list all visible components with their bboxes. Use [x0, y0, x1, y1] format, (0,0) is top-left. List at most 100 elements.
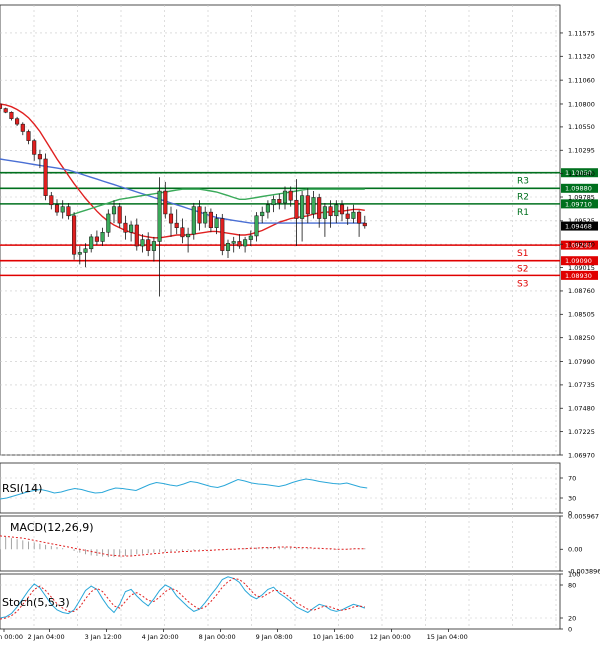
- macd-panel: 0.005967 0.00 -0.003896: [0, 512, 600, 575]
- candle-body: [362, 222, 367, 227]
- level-price-label: 1.09880: [565, 185, 592, 193]
- panel-border: [0, 573, 561, 630]
- time-tick-label: 8 Jan 00:00: [199, 633, 236, 641]
- candle-body: [351, 211, 356, 219]
- candle-body: [191, 206, 196, 235]
- candle-body: [328, 206, 333, 217]
- candle-body: [123, 222, 128, 233]
- stoch-main-line: [0, 576, 365, 619]
- candle-body: [208, 211, 213, 228]
- rsi-tick-label: 0: [568, 509, 572, 517]
- stoch-tick-label: 0: [568, 625, 572, 633]
- candle-body: [265, 204, 270, 213]
- candle-body: [117, 206, 122, 224]
- candle-body: [282, 190, 288, 204]
- current-price-tag: [561, 221, 598, 231]
- candle-body: [66, 206, 71, 217]
- price-axis: 1.11575 1.11320 1.11060 1.10800 1.10550 1.102…: [560, 29, 595, 459]
- candle-body: [300, 195, 305, 219]
- candle-body: [311, 197, 316, 215]
- price-tick-label: 1.08250: [568, 334, 595, 342]
- price-tick-label: 1.07480: [568, 405, 595, 413]
- level-name-r1: R1: [517, 208, 529, 218]
- candle-body: [197, 206, 202, 224]
- time-tick-label: 3 Jan 12:00: [85, 633, 122, 641]
- pivot-levels: R3 1.10050 R2 1.09880 R1 1.09710 S1 1.09260 S2 1.…: [0, 168, 598, 289]
- candle-body: [345, 213, 350, 219]
- candle-body: [77, 252, 82, 255]
- level-price-tag: [561, 168, 598, 178]
- panel-border: [0, 515, 561, 572]
- candle-body: [54, 204, 60, 213]
- candle-body: [357, 211, 362, 224]
- macd-signal-line: [0, 535, 365, 557]
- stoch-tick-label: 80: [568, 581, 576, 589]
- stoch-tick-label: 20: [568, 614, 576, 622]
- candle-body: [151, 241, 156, 251]
- candle-body: [168, 213, 174, 224]
- price-tick-label: 1.07990: [568, 358, 595, 366]
- candle-body: [15, 118, 20, 125]
- candle-body: [83, 248, 88, 253]
- candle-body: [146, 239, 151, 251]
- candle-body: [140, 239, 145, 247]
- candle-body: [49, 195, 54, 206]
- candle-body: [26, 131, 31, 141]
- candle-body: [0, 103, 3, 109]
- candle-body: [43, 158, 48, 196]
- price-tick-label: 1.11320: [568, 53, 595, 61]
- level-price-tag: [561, 256, 598, 266]
- candle-body: [220, 218, 225, 251]
- candle-body: [243, 239, 248, 247]
- grid: [0, 4, 561, 630]
- ma-line-slow: [68, 188, 365, 217]
- candles: [0, 103, 367, 297]
- price-tick-label: 1.06970: [568, 451, 595, 459]
- candle-body: [72, 215, 77, 255]
- candle-body: [174, 222, 179, 228]
- price-tick-label: 1.10550: [568, 123, 595, 131]
- level-price-tag: [561, 270, 598, 280]
- level-name-r3: R3: [517, 177, 529, 187]
- level-price-label: 1.09260: [565, 242, 592, 250]
- macd-title: MACD(12,26,9): [10, 521, 94, 534]
- candle-body: [3, 108, 8, 113]
- time-tick-label: 10 Jan 16:00: [313, 633, 354, 641]
- time-axis: 1 Jan 00:00 2 Jan 04:00 3 Jan 12:00 4 Jan 2…: [0, 629, 468, 641]
- price-tick-label: 1.11575: [568, 29, 595, 37]
- candle-body: [254, 215, 259, 237]
- candle-body: [317, 197, 322, 219]
- stoch-panel: 100 80 20 0: [0, 570, 580, 633]
- candle-body: [94, 236, 99, 242]
- candle-body: [237, 241, 242, 247]
- candle-body: [180, 227, 185, 238]
- candle-body: [271, 199, 276, 206]
- level-price-tag: [561, 199, 598, 209]
- candle-body: [157, 190, 162, 242]
- candle-body: [89, 236, 94, 250]
- price-tick-label: 1.08760: [568, 287, 595, 295]
- price-tick-label: 1.10295: [568, 147, 595, 155]
- level-price-label: 1.10050: [565, 169, 592, 177]
- panel-border: [0, 462, 561, 514]
- rsi-tick-label: 70: [568, 474, 576, 482]
- candle-body: [100, 232, 105, 242]
- ma-line-mid: [0, 158, 365, 224]
- time-tick-label: 15 Jan 04:00: [427, 633, 468, 641]
- level-name-s3: S3: [517, 279, 528, 289]
- candle-body: [129, 224, 134, 233]
- candle-body: [186, 233, 191, 238]
- time-tick-label: 1 Jan 00:00: [0, 633, 23, 641]
- candle-body: [214, 218, 219, 228]
- candle-body: [231, 241, 236, 244]
- candle-body: [288, 190, 293, 201]
- time-tick-label: 4 Jan 20:00: [142, 633, 179, 641]
- price-tick-label: 1.09270: [568, 241, 595, 249]
- price-tick-label: 1.09015: [568, 264, 595, 272]
- price-tick-label: 1.10800: [568, 100, 595, 108]
- time-tick-label: 2 Jan 04:00: [28, 633, 65, 641]
- current-price-label: 1.09468: [565, 222, 592, 230]
- candle-body: [334, 204, 339, 217]
- candle-body: [163, 190, 168, 215]
